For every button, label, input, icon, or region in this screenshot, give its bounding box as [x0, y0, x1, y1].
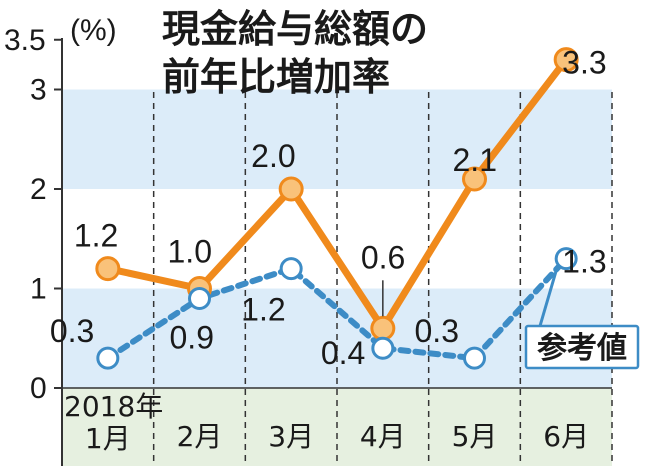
y-unit-label: (%): [70, 14, 117, 47]
series-1-point-5: [554, 247, 578, 271]
x-category-label: 5月: [452, 420, 498, 453]
series-0-point-4: [462, 166, 487, 192]
series-0-point-2: [278, 176, 304, 202]
series-1-point-3: [371, 336, 395, 360]
x-category-label: 1月: [85, 422, 131, 455]
series-0-label-0: 1.2: [74, 218, 118, 254]
series-1-label-5: 1.3: [562, 244, 606, 280]
y-tick-label: 0: [30, 372, 47, 405]
series-1-label-3: 0.4: [321, 335, 365, 371]
series-1-point-0: [96, 346, 120, 370]
series-1-label-2: 1.2: [241, 292, 285, 328]
series-0-label-1: 1.0: [168, 234, 212, 270]
legend-pointer: [538, 270, 558, 327]
series-0-point-3: [370, 315, 396, 341]
series-1-label-4: 0.3: [415, 313, 459, 349]
series-1-point-2: [279, 257, 303, 281]
legend-label: 参考値: [537, 331, 627, 366]
y-tick-label: 2: [30, 173, 47, 206]
y-tick-label: 3.5: [4, 24, 46, 57]
x-category-label: 3月: [268, 420, 314, 453]
x-category-label: 2月: [177, 420, 223, 453]
series-1-point-4: [463, 346, 486, 370]
series-line-1: [104, 255, 570, 362]
x-year-label: 2018年: [64, 390, 163, 423]
series-1-point-1: [188, 286, 211, 310]
x-category-label: 4月: [360, 420, 406, 453]
chart-title-line2: 前年比増加率: [162, 55, 390, 99]
chart-title-line1: 現金給与総額の: [162, 7, 428, 51]
x-category-label: 6月: [543, 420, 589, 453]
series-0-label-4: 2.1: [453, 142, 497, 178]
series-line-0: [104, 56, 570, 332]
y-tick-label: 3: [30, 74, 47, 107]
series-0-label-5: 3.3: [562, 45, 606, 81]
series-1-label-0: 0.3: [50, 313, 94, 349]
series-1-label-1: 0.9: [170, 319, 214, 355]
legend-box: [524, 324, 640, 370]
y-tick-label: 1: [30, 273, 47, 306]
series-0-point-5: [553, 47, 579, 73]
series-0-point-0: [95, 256, 121, 282]
series-0-label-2: 2.0: [251, 138, 295, 174]
series-0-label-3: 0.6: [361, 239, 405, 275]
